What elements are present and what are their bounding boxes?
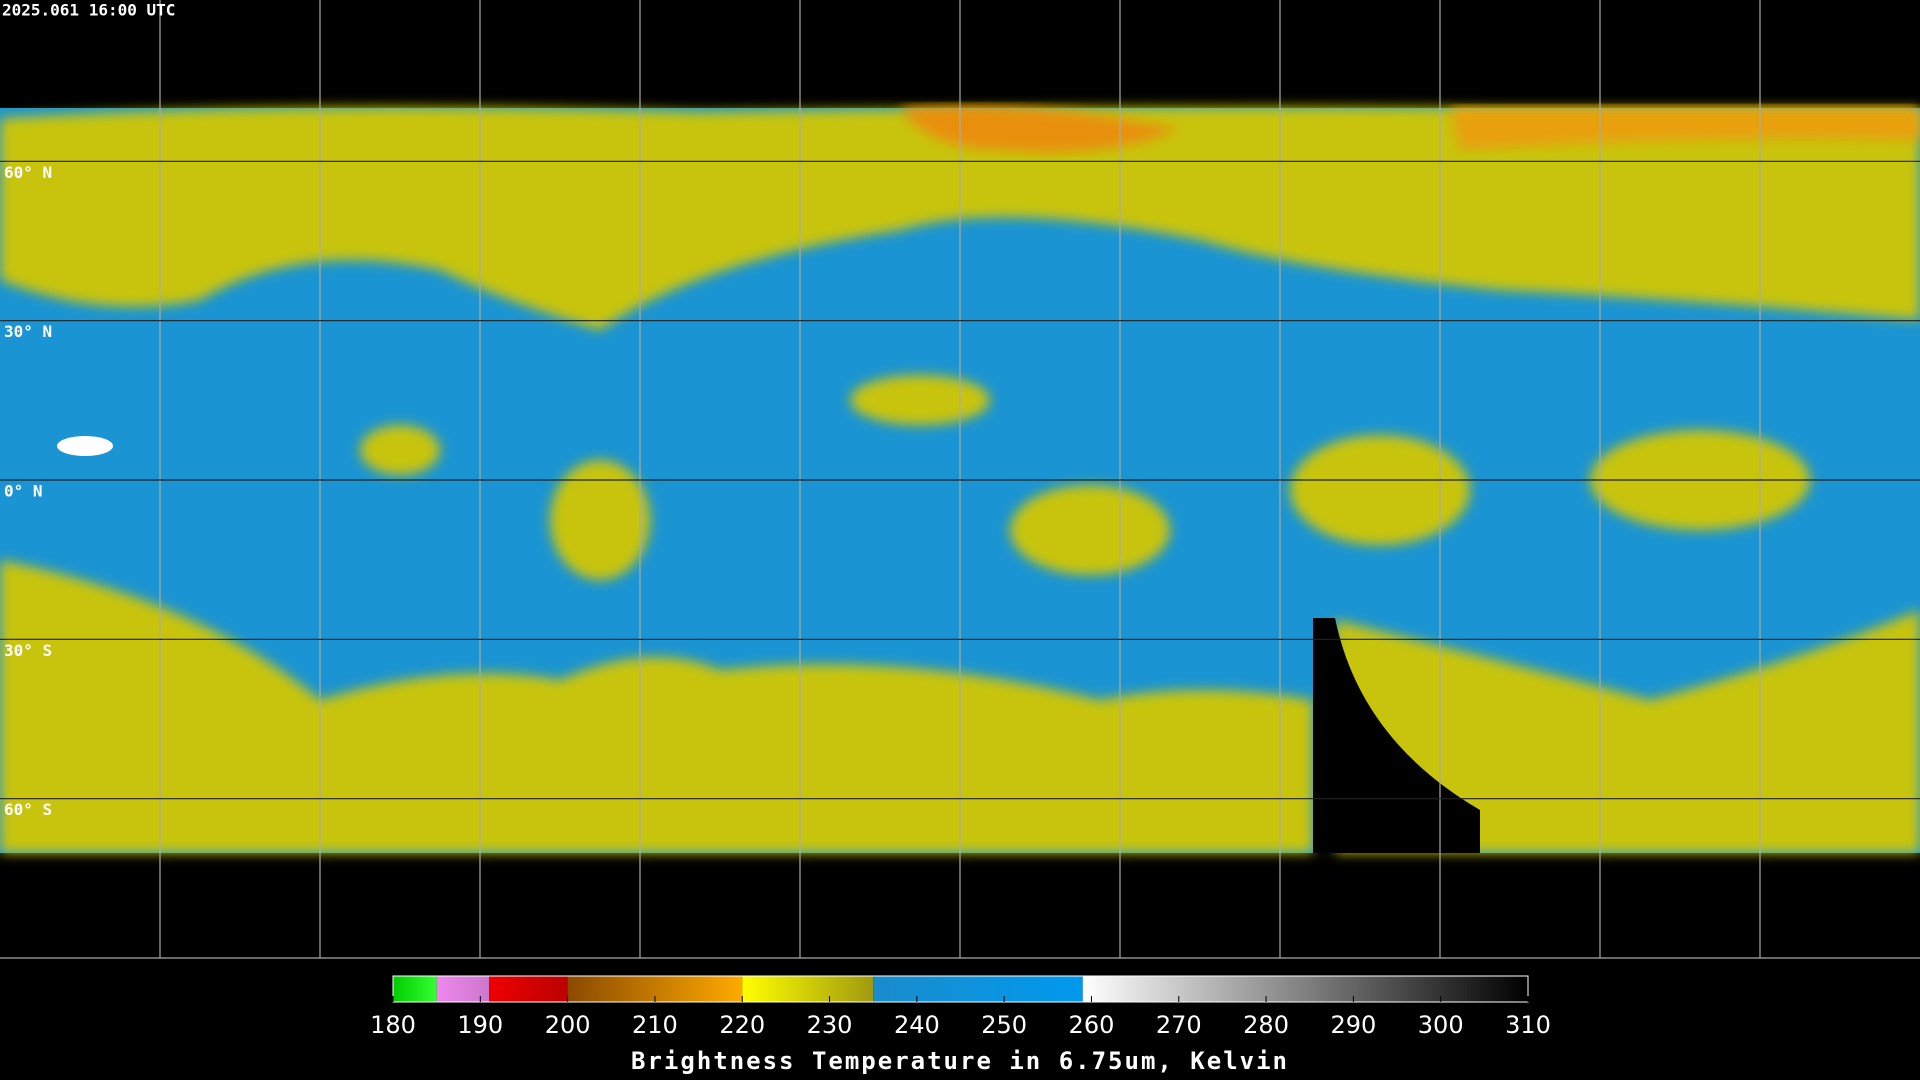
colorbar-tick-label: 190 xyxy=(457,1011,503,1039)
convection-indian-ocean xyxy=(1290,435,1470,545)
colorbar-segment xyxy=(436,976,490,1002)
colorbar-tick-label: 230 xyxy=(807,1011,853,1039)
colorbar-segment xyxy=(1082,976,1528,1002)
convection-south-america xyxy=(550,460,650,580)
colorbar-tick-label: 270 xyxy=(1156,1011,1202,1039)
convection-africa xyxy=(1010,485,1170,575)
southern-moist-band-east xyxy=(1335,610,1920,853)
missing-data xyxy=(57,436,113,456)
colorbar-segment xyxy=(489,976,568,1002)
colorbar: 180 190 200 210 220 230 240 250 260 270 280 290 300 3… xyxy=(370,975,1551,1039)
colorbar-segment xyxy=(393,976,437,1002)
latitude-label: 30° N xyxy=(4,322,52,341)
latitude-label: 30° S xyxy=(4,641,52,660)
colorbar-tick-label: 300 xyxy=(1418,1011,1464,1039)
data-gap xyxy=(1313,618,1480,853)
colorbar-tick-label: 180 xyxy=(370,1011,416,1039)
dry-warm-europe xyxy=(900,106,1180,153)
timestamp: 2025.061 16:00 UTC xyxy=(2,1,175,20)
southern-moist-band xyxy=(0,560,1313,853)
colorbar-segment xyxy=(873,976,1083,1002)
colorbar-tick-label: 200 xyxy=(545,1011,591,1039)
colorbar-tick-label: 280 xyxy=(1243,1011,1289,1039)
dry-warm-asia xyxy=(1450,108,1920,150)
colorbar-tick-label: 310 xyxy=(1505,1011,1551,1039)
latitude-label: 60° S xyxy=(4,800,52,819)
colorbar-tick-label: 210 xyxy=(632,1011,678,1039)
colorbar-tick-label: 260 xyxy=(1069,1011,1115,1039)
colorbar-frame xyxy=(392,975,1529,1003)
latitude-label: 0° N xyxy=(4,482,43,501)
convection-atlantic xyxy=(850,375,990,425)
graticule: 60° N 30° N 0° N 30° S 60° S xyxy=(0,0,1920,959)
colorbar-title: Brightness Temperature in 6.75um, Kelvin xyxy=(631,1047,1289,1075)
latitude-label: 60° N xyxy=(4,163,52,182)
colorbar-tick-label: 240 xyxy=(894,1011,940,1039)
convection-pacific xyxy=(360,425,440,475)
colorbar-tick-label: 290 xyxy=(1330,1011,1376,1039)
colorbar-segment xyxy=(742,976,874,1002)
colorbar-tick-label: 220 xyxy=(719,1011,765,1039)
colorbar-tick-label: 250 xyxy=(981,1011,1027,1039)
